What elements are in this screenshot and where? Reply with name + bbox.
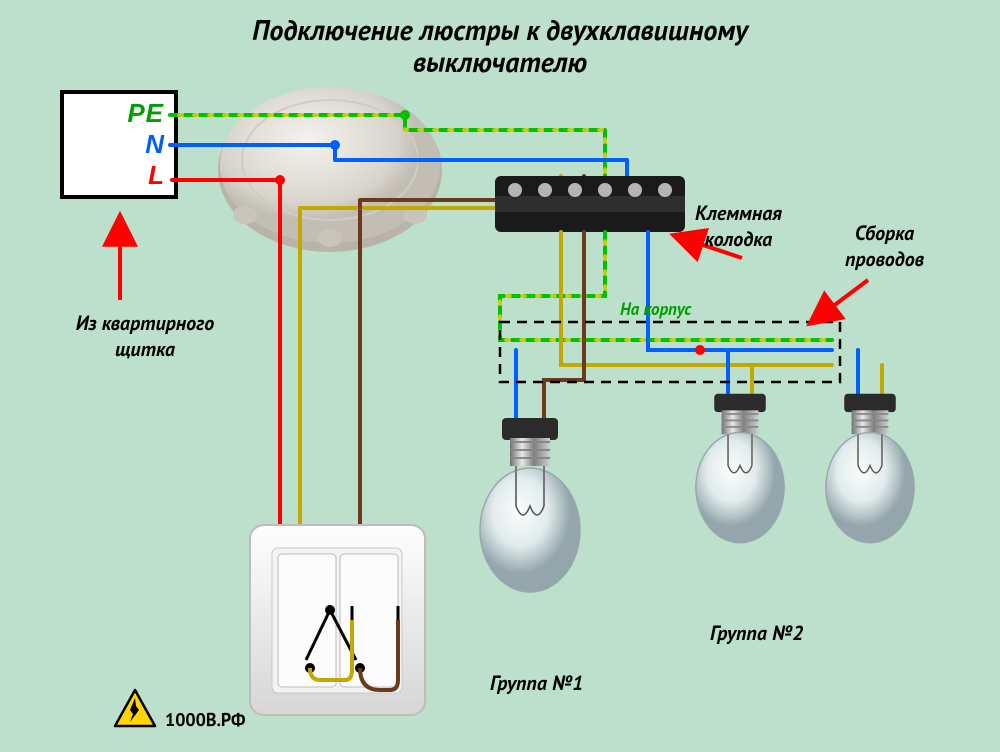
label-to-case: На корпус: [620, 298, 691, 320]
terminal-block: [495, 176, 685, 232]
wire-pe-out: [500, 232, 832, 340]
label-wires: Сборкапроводов: [845, 220, 924, 272]
bulb-2: [696, 394, 784, 543]
warning-icon: [115, 690, 155, 726]
label-source: Из квартирногощитка: [55, 310, 235, 362]
wall-switch: [250, 525, 425, 715]
label-group1: Группа №1: [490, 670, 583, 696]
wire-br-out: [544, 232, 584, 420]
label-footer: 1000В.РФ: [165, 708, 245, 731]
diagram-svg: [0, 0, 1000, 752]
label-terminal: Клеммнаяколодка: [695, 200, 782, 252]
bulb-3: [826, 394, 914, 543]
bulb-1: [480, 418, 580, 592]
label-group2: Группа №2: [710, 620, 803, 646]
